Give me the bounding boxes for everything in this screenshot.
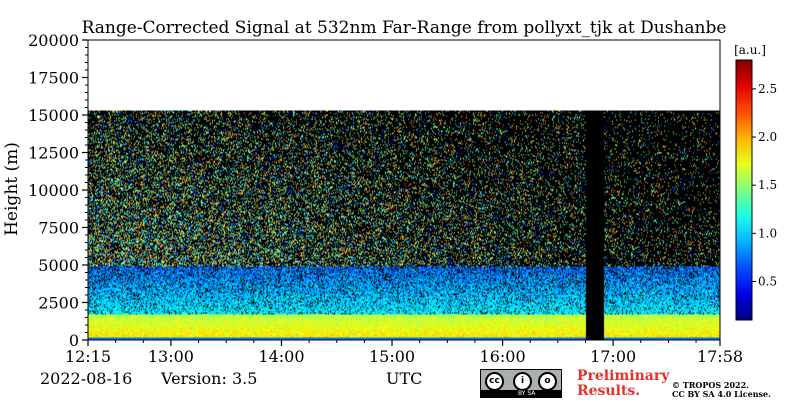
colorbar: [a.u.] 0.5 1.0 1.5 2.0 2.5 xyxy=(734,43,777,321)
colorbar-unit: [a.u.] xyxy=(734,43,766,57)
colorbar-gradient xyxy=(735,59,753,321)
plot-area xyxy=(87,39,721,341)
license-note: © TROPOS 2022. CC BY SA 4.0 License. xyxy=(672,381,771,399)
license-text: CC BY SA 4.0 License. xyxy=(672,389,771,399)
y-tick-label: 5000 xyxy=(38,256,79,275)
share-alike-icon: o xyxy=(538,372,557,391)
signal-heatmap xyxy=(88,110,720,341)
version-label: Version: 3.5 xyxy=(161,369,258,388)
y-tick-label: 2500 xyxy=(38,294,79,313)
x-tick-label: 16:00 xyxy=(480,347,526,366)
x-tick-label: 14:00 xyxy=(258,347,304,366)
x-tick-label: 17:58 xyxy=(697,347,743,366)
y-axis-label: Height (m) xyxy=(2,142,22,236)
colorbar-tick-label: 1.5 xyxy=(758,178,777,192)
x-tick-label: 13:00 xyxy=(148,347,194,366)
colorbar-tick-label: 0.5 xyxy=(758,274,777,288)
copyright-text: © TROPOS 2022. xyxy=(672,380,749,390)
x-tick-label: 15:00 xyxy=(369,347,415,366)
cc-badge-text: BY SA xyxy=(518,390,536,397)
preliminary-note: Preliminary Results. xyxy=(577,369,669,399)
colorbar-tick-label: 2.5 xyxy=(758,82,777,96)
y-tick-label: 10000 xyxy=(28,181,79,200)
chart-title: Range-Corrected Signal at 532nm Far-Rang… xyxy=(82,18,727,38)
y-axis: 0 2500 5000 7500 10000 12500 15000 17500 20000 xyxy=(28,31,88,350)
cc-icon: cc xyxy=(485,372,504,391)
y-tick-label: 20000 xyxy=(28,31,79,50)
preliminary-line1: Preliminary xyxy=(577,368,670,384)
colorbar-tick-label: 2.0 xyxy=(758,130,777,144)
colorbar-tick-label: 1.0 xyxy=(758,226,777,240)
x-tick-label: 12:15 xyxy=(65,347,111,366)
preliminary-line2: Results. xyxy=(577,383,641,399)
person-icon: i xyxy=(513,372,532,391)
cc-license-badge: cc i o BY SA xyxy=(480,369,562,398)
x-axis: 12:15 13:00 14:00 15:00 16:00 17:00 17:58 xyxy=(65,340,743,366)
x-tick-label: 17:00 xyxy=(590,347,636,366)
y-tick-label: 0 xyxy=(69,331,79,350)
y-tick-label: 7500 xyxy=(38,219,79,238)
date-label: 2022-08-16 xyxy=(40,369,133,388)
utc-label: UTC xyxy=(386,369,423,388)
y-tick-label: 17500 xyxy=(28,69,79,88)
y-tick-label: 12500 xyxy=(28,144,79,163)
y-tick-label: 15000 xyxy=(28,106,79,125)
